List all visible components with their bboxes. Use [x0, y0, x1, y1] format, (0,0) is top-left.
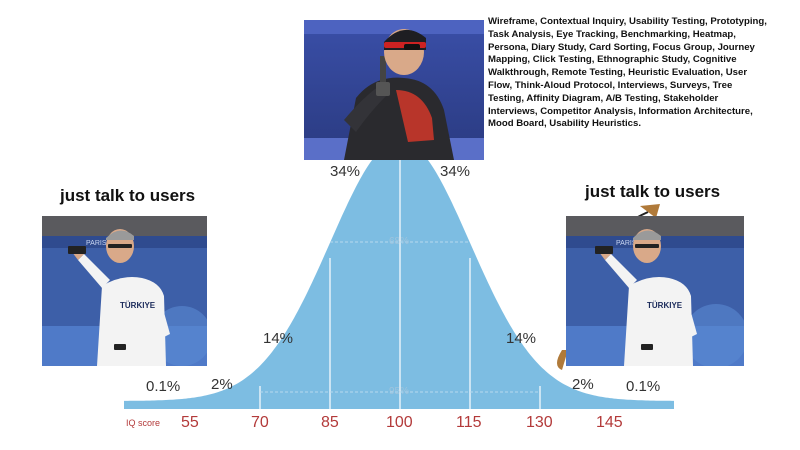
- left-shooter-illustration: PARIS 2024 TÜRKIYE: [42, 216, 207, 366]
- iq-tick-label: 100: [386, 414, 413, 431]
- iq-tick-label: 130: [526, 414, 553, 431]
- left-photo-banner-text: PARIS 2024: [86, 240, 124, 247]
- iq-tick-label: 85: [321, 414, 339, 431]
- right-shirt-text: TÜRKIYE: [647, 301, 683, 310]
- percent-label-far-right: 0.1%: [626, 378, 661, 395]
- percent-label-left-center: 34%: [330, 163, 361, 180]
- percent-label-left-mid: 14%: [263, 330, 294, 347]
- percent-label-left-tail: 2%: [211, 376, 233, 393]
- iq-tick-label: 115: [456, 414, 482, 431]
- center-shooter-photo: [304, 20, 484, 160]
- two-sd-percent-label: 95%: [389, 386, 410, 397]
- iq-tick-label: 55: [181, 414, 199, 431]
- one-sd-percent-label: 68%: [389, 236, 410, 247]
- center-shooter-illustration: [304, 20, 484, 160]
- left-caption: just talk to users: [60, 186, 196, 205]
- right-shooter-illustration: PARIS 2024 TÜRKIYE: [566, 216, 744, 366]
- right-caption: just talk to users: [585, 182, 721, 201]
- iq-tick-label: 145: [596, 414, 623, 431]
- left-shooter-photo: PARIS 2024 TÜRKIYE: [42, 216, 207, 366]
- bell-curve-area: [124, 140, 674, 401]
- percent-label-right-tail: 2%: [572, 376, 594, 393]
- axis-bar: [124, 401, 674, 409]
- percent-label-right-mid: 14%: [506, 330, 537, 347]
- right-shooter-photo: PARIS 2024 TÜRKIYE: [566, 216, 744, 366]
- left-shirt-text: TÜRKIYE: [120, 301, 156, 310]
- iq-axis-label: IQ score: [126, 418, 161, 428]
- ux-methods-list: Wireframe, Contextual Inquiry, Usability…: [488, 16, 767, 130]
- iq-tick-label: 70: [251, 414, 269, 431]
- percent-label-right-center: 34%: [440, 163, 471, 180]
- percent-label-far-left: 0.1%: [146, 378, 181, 395]
